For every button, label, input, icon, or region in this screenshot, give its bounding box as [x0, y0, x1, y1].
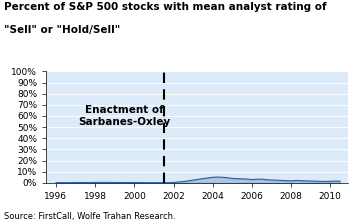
- Text: Source: FirstCall, Wolfe Trahan Research.: Source: FirstCall, Wolfe Trahan Research…: [4, 212, 175, 221]
- Text: Enactment of
Sarbanes-Oxley: Enactment of Sarbanes-Oxley: [78, 105, 171, 127]
- Text: Percent of S&P 500 stocks with mean analyst rating of: Percent of S&P 500 stocks with mean anal…: [4, 2, 326, 12]
- Text: "Sell" or "Hold/Sell": "Sell" or "Hold/Sell": [4, 25, 120, 35]
